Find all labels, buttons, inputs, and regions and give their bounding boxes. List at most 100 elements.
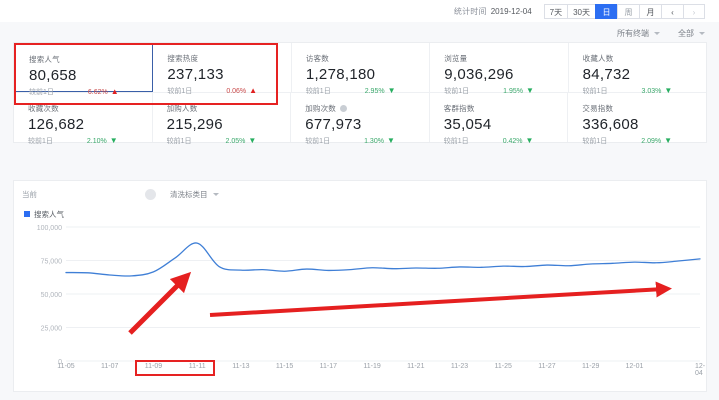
x-axis-tick-label: 11-05 [57, 363, 75, 370]
y-axis-tick-label: 0 [58, 359, 62, 366]
scope-select-value: 全部 [678, 28, 694, 38]
annotation-arrow-trend [209, 281, 672, 317]
metric-compare-label: 较前1日 [582, 88, 608, 95]
current-label: 当前 [22, 189, 37, 199]
metric-delta: 2.10% ▼ [86, 136, 118, 146]
metric-title: 交易指数 [582, 104, 614, 113]
scope-select[interactable]: 全部 [678, 28, 705, 39]
x-axis-tick-label: 12-04 [694, 363, 706, 377]
granularity-week-button[interactable]: 周 [617, 3, 639, 19]
chevron-down-icon [654, 31, 660, 35]
metric-title: 搜索人气 [29, 55, 60, 64]
metric-title: 加购次数 [305, 103, 429, 114]
arrow-down-icon: ▼ [664, 136, 673, 145]
arrow-up-icon: ▲ [249, 86, 258, 95]
granularity-month-button[interactable]: 月 [639, 3, 661, 19]
metric-footer: 较前1日 6.62% ▲ [29, 87, 152, 97]
chevron-down-icon [212, 192, 219, 196]
metric-title: 加购人数 [166, 104, 198, 113]
metric-card-transaction-index[interactable]: 交易指数 336,608 较前1日 2.09% ▼ [568, 93, 706, 145]
x-axis-tick-label: 11-11 [188, 363, 206, 370]
metric-delta: 2.09% ▼ [641, 136, 673, 146]
metric-delta: 2.95% ▼ [364, 86, 396, 96]
y-axis-tick-label: 75,000 [41, 259, 63, 266]
metric-card-favorite-count[interactable]: 收藏次数 126,682 较前1日 2.10% ▼ [14, 93, 153, 145]
y-axis-tick-label: 25,000 [41, 326, 63, 333]
metric-card-pageviews[interactable]: 浏览量 9,036,296 较前1日 1.95% ▼ [430, 43, 569, 95]
metric-title: 浏览量 [444, 54, 468, 63]
metric-title: 访客数 [305, 54, 329, 63]
stat-date-value: 2019-12-04 [490, 6, 532, 16]
range-7days-button[interactable]: 7天 [543, 3, 568, 19]
metric-card-customer-index[interactable]: 客群指数 35,054 较前1日 0.42% ▼ [430, 93, 569, 145]
trend-chart-panel: 当前 清洗标类目 搜索人气 0 25,000 50,000 75,000 100,000… [13, 180, 707, 392]
stat-time-label: 统计时间 [453, 6, 487, 16]
x-axis-tick-label: 11-07 [101, 363, 119, 370]
metric-delta: 1.95% ▼ [503, 86, 534, 96]
arrow-up-icon: ▲ [110, 87, 119, 96]
metric-card-cart-count[interactable]: 加购次数 677,973 较前1日 1.30% ▼ [291, 93, 430, 145]
x-axis-tick-label: 11-25 [494, 363, 512, 370]
metric-value: 35,054 [443, 116, 492, 133]
x-axis-tick-label: 11-13 [232, 363, 250, 370]
prev-period-icon[interactable]: ‹ [661, 3, 683, 19]
metric-compare-label: 较前1日 [166, 138, 192, 145]
category-select[interactable]: 清洗标类目 [170, 189, 219, 200]
x-axis-tick-label: 11-15 [275, 363, 294, 370]
metric-value: 84,732 [582, 66, 631, 83]
metric-footer: 较前1日 2.95% ▼ [306, 86, 429, 96]
compare-toggle-icon[interactable] [145, 188, 156, 200]
metric-compare-label: 较前1日 [443, 138, 469, 145]
x-axis-tick-label: 11-29 [581, 363, 600, 370]
metric-card-cart-users[interactable]: 加购人数 215,296 较前1日 2.05% ▼ [153, 93, 292, 146]
metric-delta: 1.30% ▼ [364, 136, 395, 146]
arrow-down-icon: ▼ [525, 86, 534, 95]
info-icon[interactable] [340, 105, 347, 112]
metric-card-search-heat[interactable]: 搜索热度 237,133 较前1日 0.06% ▲ [153, 43, 292, 95]
terminal-select[interactable]: 所有终端 [617, 28, 660, 39]
metric-value: 677,973 [305, 116, 362, 133]
metric-card-row-2: 收藏次数 126,682 较前1日 2.10% ▼ 加购人数 215,296 较前… [14, 92, 706, 146]
metric-value: 237,133 [167, 66, 224, 83]
chart-legend: 搜索人气 [14, 207, 706, 221]
metric-card-visitors[interactable]: 访客数 1,278,180 较前1日 2.95% ▼ [292, 43, 431, 95]
metric-value: 126,682 [28, 116, 85, 133]
arrow-down-icon: ▼ [386, 136, 395, 145]
metric-footer: 较前1日 0.42% ▼ [444, 136, 568, 146]
metric-card-row-1: 搜索人气 80,658 较前1日 6.62% ▲ 搜索热度 237,133 较前1… [14, 43, 706, 96]
metric-footer: 较前1日 3.03% ▼ [583, 86, 706, 96]
arrow-down-icon: ▼ [664, 86, 673, 95]
metric-footer: 较前1日 1.95% ▼ [444, 86, 567, 96]
chart-plot-area: 0 25,000 50,000 75,000 100,000 11-05 11-07 11-… [14, 221, 708, 389]
metric-value: 336,608 [582, 116, 639, 133]
metric-compare-label: 较前1日 [167, 88, 193, 95]
x-axis-tick-label: 11-21 [407, 363, 425, 370]
metric-cards: 搜索人气 80,658 较前1日 6.62% ▲ 搜索热度 237,133 较前1… [13, 42, 707, 146]
metric-card-favorite-users[interactable]: 收藏人数 84,732 较前1日 3.03% ▼ [569, 43, 706, 95]
chart-toolbar: 当前 清洗标类目 [14, 181, 706, 207]
metric-footer: 较前1日 1.30% ▼ [305, 136, 429, 146]
metric-value: 1,278,180 [305, 66, 376, 83]
line-chart-svg: 0 25,000 50,000 75,000 100,000 [37, 225, 701, 366]
metric-delta: 6.62% ▲ [87, 87, 119, 97]
metric-delta: 0.42% ▼ [502, 136, 534, 146]
metric-compare-label: 较前1日 [305, 88, 331, 95]
metric-delta: 2.05% ▼ [225, 136, 257, 146]
metric-card-search-popularity[interactable]: 搜索人气 80,658 较前1日 6.62% ▲ [14, 43, 154, 96]
metric-value: 9,036,296 [444, 66, 514, 83]
metric-title: 客群指数 [443, 104, 475, 113]
chevron-down-icon [699, 31, 705, 35]
next-period-icon[interactable]: › [683, 3, 705, 19]
filter-row: 所有终端 全部 [617, 24, 705, 42]
x-axis-tick-label: 11-09 [144, 363, 163, 370]
metric-footer: 较前1日 2.10% ▼ [28, 136, 152, 146]
metric-footer: 较前1日 2.09% ▼ [582, 136, 706, 146]
legend-label[interactable]: 搜索人气 [34, 209, 64, 219]
range-30days-button[interactable]: 30天 [567, 3, 595, 19]
granularity-day-button[interactable]: 日 [595, 3, 617, 19]
metric-title: 搜索热度 [167, 54, 199, 63]
arrow-down-icon: ▼ [525, 136, 534, 145]
x-axis-tick-label: 12-01 [625, 363, 644, 370]
highlight-box-xaxis [135, 360, 216, 376]
range-segmented-control: 7天 30天 日 周 月 ‹ › [543, 3, 705, 19]
